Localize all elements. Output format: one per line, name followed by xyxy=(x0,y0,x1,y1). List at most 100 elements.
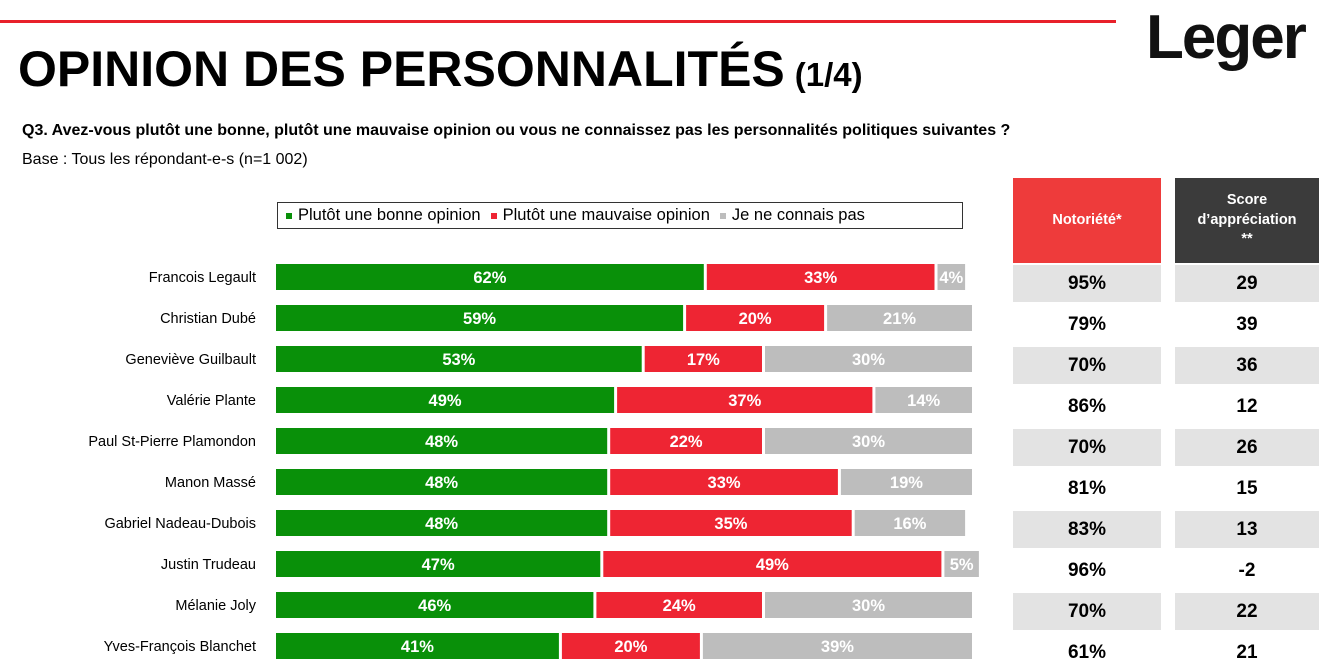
bar-segment xyxy=(276,428,608,454)
bar-segment xyxy=(686,305,825,331)
bar-value-label: 19% xyxy=(890,474,923,492)
notoriety-header: Notoriété* xyxy=(1013,178,1161,263)
notoriety-cell: 95% xyxy=(1013,265,1161,302)
bar-segment xyxy=(276,387,615,413)
bar-value-label: 30% xyxy=(852,351,885,369)
bar-segment xyxy=(276,305,684,331)
bar-value-label: 46% xyxy=(418,597,451,615)
bar-value-label: 30% xyxy=(852,433,885,451)
bar-segment xyxy=(610,469,838,495)
bar-value-label: 41% xyxy=(401,638,434,656)
logo-text: Leger xyxy=(1146,3,1307,72)
bar-value-label: 20% xyxy=(614,638,647,656)
legend-item-unknown: Je ne connais pas xyxy=(719,206,865,225)
page-title: OPINION DES PERSONNALITÉS (1/4) xyxy=(18,40,863,98)
bar-value-label: 49% xyxy=(429,392,462,410)
bar-segment xyxy=(706,264,935,290)
bar-segment xyxy=(276,592,594,618)
notoriety-cell: 81% xyxy=(1067,477,1107,499)
score-cell: 39 xyxy=(1236,313,1258,335)
bar-segment xyxy=(276,346,642,372)
category-label: Francois Legault xyxy=(149,270,256,286)
bar-segment xyxy=(702,633,972,659)
legend-item-bad: Plutôt une mauvaise opinion xyxy=(490,206,710,225)
bar-value-label: 21% xyxy=(883,310,916,328)
score-header-line1: Score xyxy=(1226,192,1268,209)
notoriety-header-label: Notoriété* xyxy=(1052,211,1122,228)
bar-value-label: 4% xyxy=(939,269,963,287)
legend-swatch-bad xyxy=(490,212,497,219)
score-cell: -2 xyxy=(1238,559,1256,581)
bar-value-label: 48% xyxy=(425,474,458,492)
notoriety-cell: 96% xyxy=(1067,559,1107,581)
legend-swatch-good xyxy=(286,212,292,219)
bar-segment xyxy=(854,510,966,536)
legend-label-bad: Plutôt une mauvaise opinion xyxy=(502,206,710,224)
bar-value-label: 39% xyxy=(821,638,854,656)
bar-value-label: 48% xyxy=(425,433,458,451)
score-cell: 15 xyxy=(1236,477,1258,499)
bar-value-label: 49% xyxy=(756,556,789,574)
notoriety-cell: 79% xyxy=(1067,313,1107,335)
chart-legend: Plutôt une bonne opinion Plutôt une mauv… xyxy=(277,202,963,229)
survey-question: Q3. Avez-vous plutôt une bonne, plutôt u… xyxy=(22,122,1011,139)
category-label: Christian Dubé xyxy=(160,311,256,327)
bar-segment xyxy=(610,428,762,454)
page-title-sub: (1/4) xyxy=(794,56,863,93)
bar-value-label: 33% xyxy=(708,474,741,492)
bar-segment xyxy=(644,346,762,372)
bar-value-label: 30% xyxy=(852,597,885,615)
bar-segment xyxy=(603,551,942,577)
bar-value-label: 35% xyxy=(714,515,747,533)
category-label: Gabriel Nadeau-Dubois xyxy=(104,516,256,532)
score-cell: 36 xyxy=(1175,347,1319,384)
bar-segment xyxy=(276,264,704,290)
bar-value-label: 22% xyxy=(670,433,703,451)
score-cell: 21 xyxy=(1236,641,1258,663)
bar-value-label: 5% xyxy=(950,556,974,574)
bar-value-label: 17% xyxy=(687,351,720,369)
bar-segment xyxy=(944,551,979,577)
bar-segment xyxy=(875,387,972,413)
notoriety-cell: 70% xyxy=(1013,593,1161,630)
category-label: Yves-François Blanchet xyxy=(104,639,256,655)
notoriety-cell: 86% xyxy=(1067,395,1107,417)
bar-segment xyxy=(276,510,608,536)
bar-segment xyxy=(276,469,608,495)
bar-value-label: 59% xyxy=(463,310,496,328)
notoriety-cell: 83% xyxy=(1013,511,1161,548)
bar-segment xyxy=(827,305,972,331)
bar-segment xyxy=(610,510,852,536)
bar-segment xyxy=(937,264,966,290)
page-title-main: OPINION DES PERSONNALITÉS xyxy=(18,41,785,97)
category-label: Justin Trudeau xyxy=(161,557,256,573)
bar-value-label: 47% xyxy=(422,556,455,574)
bar-value-label: 14% xyxy=(907,392,940,410)
bar-segment xyxy=(617,387,873,413)
category-label: Geneviève Guilbault xyxy=(125,352,256,368)
bar-segment xyxy=(561,633,700,659)
notoriety-cell: 61% xyxy=(1067,641,1107,663)
top-accent-rule xyxy=(0,20,1116,23)
notoriety-cell: 70% xyxy=(1013,429,1161,466)
notoriety-cell: 70% xyxy=(1013,347,1161,384)
legend-label-unknown: Je ne connais pas xyxy=(731,206,865,224)
leger-logo: Leger xyxy=(1146,0,1316,96)
bar-segment xyxy=(596,592,762,618)
score-cell: 26 xyxy=(1175,429,1319,466)
score-header-line3: ** xyxy=(1241,231,1253,248)
category-label: Paul St-Pierre Plamondon xyxy=(88,434,256,450)
bar-value-label: 24% xyxy=(663,597,696,615)
score-cell: 12 xyxy=(1236,395,1258,417)
bar-segment xyxy=(765,592,972,618)
score-cell: 22 xyxy=(1175,593,1319,630)
bar-segment xyxy=(276,633,559,659)
bar-value-label: 33% xyxy=(804,269,837,287)
bar-value-label: 48% xyxy=(425,515,458,533)
bar-segment xyxy=(276,551,601,577)
bar-value-label: 62% xyxy=(473,269,506,287)
score-cell: 13 xyxy=(1175,511,1319,548)
survey-base: Base : Tous les répondant-e-s (n=1 002) xyxy=(22,151,308,168)
legend-swatch-unknown xyxy=(719,212,726,219)
legend-item-good: Plutôt une bonne opinion xyxy=(286,206,481,225)
